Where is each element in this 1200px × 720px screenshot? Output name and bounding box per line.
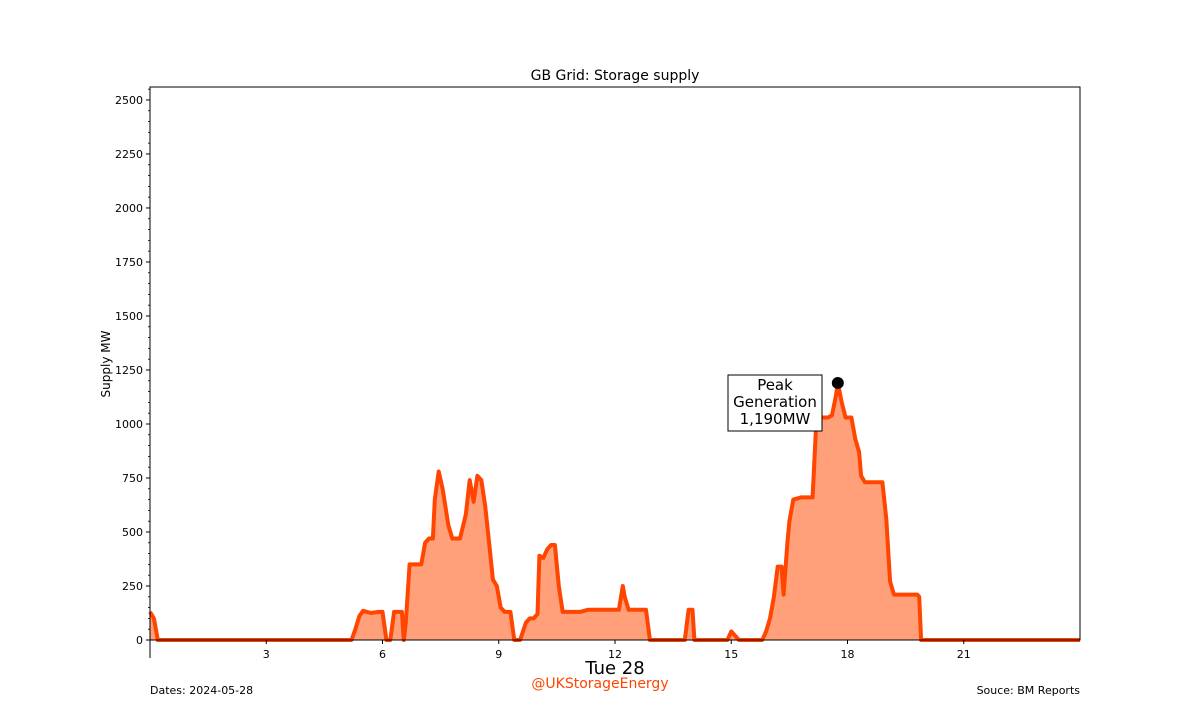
x-axis-day-label: Tue 28 [584,658,644,679]
x-tick-label: 18 [841,648,855,661]
x-tick-label: 6 [379,648,386,661]
y-tick-label: 250 [122,580,143,593]
y-tick-label: 500 [122,526,143,539]
y-tick-label: 2500 [115,94,143,107]
peak-marker [831,376,844,389]
y-tick-label: 1250 [115,364,143,377]
peak-annotation-line-2: Generation [733,393,817,411]
peak-annotation: Peak Generation 1,190MW [727,374,844,432]
x-tick-label: 3 [263,648,270,661]
plot-frame [149,86,1081,641]
twitter-handle: @UKStorageEnergy [531,676,668,692]
peak-annotation-line-3: 1,190MW [740,410,811,428]
y-axis-ticks: 0 250 500 750 1000 1250 1500 1750 2000 2250 2500 [115,88,150,647]
peak-annotation-line-1: Peak [757,376,793,394]
plot-area [148,380,1080,642]
dates-footer: Dates: 2024-05-28 [150,684,253,697]
y-axis-label: Supply MW [99,330,113,397]
y-tick-label: 750 [122,472,143,485]
x-tick-label: 15 [724,648,738,661]
x-tick-label: 12 [608,648,622,661]
source-footer: Souce: BM Reports [977,684,1081,697]
x-tick-label: 9 [495,648,502,661]
series-area-fill [150,382,1080,640]
peak-annotation-box [727,374,823,432]
y-tick-label: 1000 [115,418,143,431]
y-tick-label: 1500 [115,310,143,323]
y-tick-label: 0 [136,634,143,647]
chart-title: GB Grid: Storage supply [531,68,700,84]
y-tick-label: 1750 [115,256,143,269]
series-line [148,380,1080,642]
x-axis-ticks: 3 6 9 12 15 18 21 [149,640,971,661]
y-tick-label: 2000 [115,202,143,215]
x-tick-label: 21 [957,648,971,661]
y-tick-label: 2250 [115,148,143,161]
